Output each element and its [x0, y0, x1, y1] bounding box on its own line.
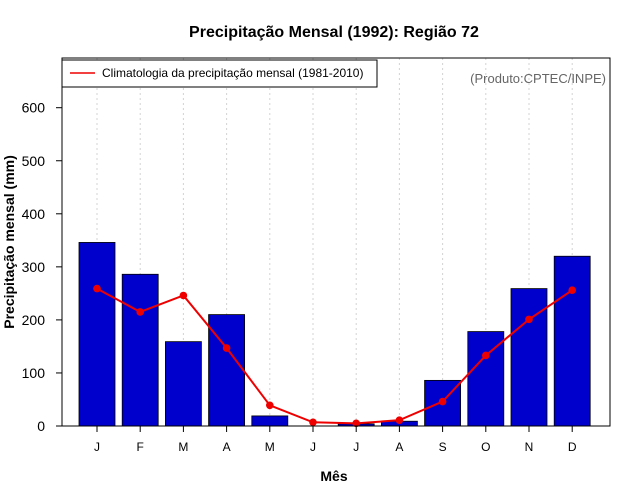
bar — [251, 415, 289, 427]
legend-label: Climatologia da precipitação mensal (198… — [102, 66, 363, 80]
y-tick-label: 600 — [22, 100, 46, 116]
x-tick-label: J — [353, 440, 359, 454]
legend-box — [61, 59, 378, 88]
bar-series — [78, 242, 591, 427]
climatology-point — [438, 397, 447, 406]
x-tick-label: J — [310, 440, 316, 454]
climatology-point — [136, 308, 144, 316]
legend: Climatologia da precipitação mensal (198… — [61, 59, 378, 88]
climatology-point — [482, 351, 490, 360]
chart-title: Precipitação Mensal (1992): Região 72 — [189, 24, 479, 41]
bar — [208, 314, 246, 427]
x-tick-label: N — [525, 440, 534, 454]
climatology-point — [309, 418, 317, 427]
y-axis-label: Precipitação mensal (mm) — [1, 155, 17, 329]
bar — [121, 273, 159, 427]
x-tick-label: O — [481, 440, 490, 454]
x-tick-label: J — [94, 440, 100, 454]
bar — [164, 341, 202, 427]
x-tick-label: A — [395, 440, 403, 454]
bar — [553, 255, 591, 427]
y-tick-label: 500 — [22, 153, 46, 169]
climatology-point — [222, 344, 231, 352]
bar — [78, 242, 116, 427]
x-tick-label: F — [137, 440, 144, 454]
climatology-point — [352, 419, 361, 428]
climatology-point — [266, 401, 274, 410]
line-series — [93, 284, 576, 428]
climatology-line — [96, 287, 573, 425]
x-tick-label: S — [439, 440, 447, 454]
climatology-point — [179, 291, 188, 300]
x-tick-label: M — [265, 440, 275, 454]
y-tick-label: 0 — [37, 418, 45, 434]
y-tick-label: 300 — [22, 259, 46, 275]
x-tick-label: D — [568, 440, 577, 454]
climatology-point — [395, 416, 404, 424]
bar — [467, 331, 505, 427]
y-tick-label: 200 — [22, 312, 46, 328]
x-tick-label: M — [178, 440, 188, 454]
y-tick-label: 100 — [22, 365, 46, 381]
plot-frame — [61, 57, 611, 427]
y-axis: 0 100 200 300 400 500 600 — [22, 100, 62, 434]
x-tick-label: A — [223, 440, 231, 454]
climatology-point — [525, 315, 533, 324]
climatology-point — [93, 284, 101, 293]
source-annotation: (Produto:CPTEC/INPE) — [470, 71, 606, 86]
climatology-point — [568, 286, 576, 294]
bar — [510, 288, 548, 427]
x-axis-label: Mês — [320, 468, 347, 484]
y-tick-label: 400 — [22, 206, 46, 222]
